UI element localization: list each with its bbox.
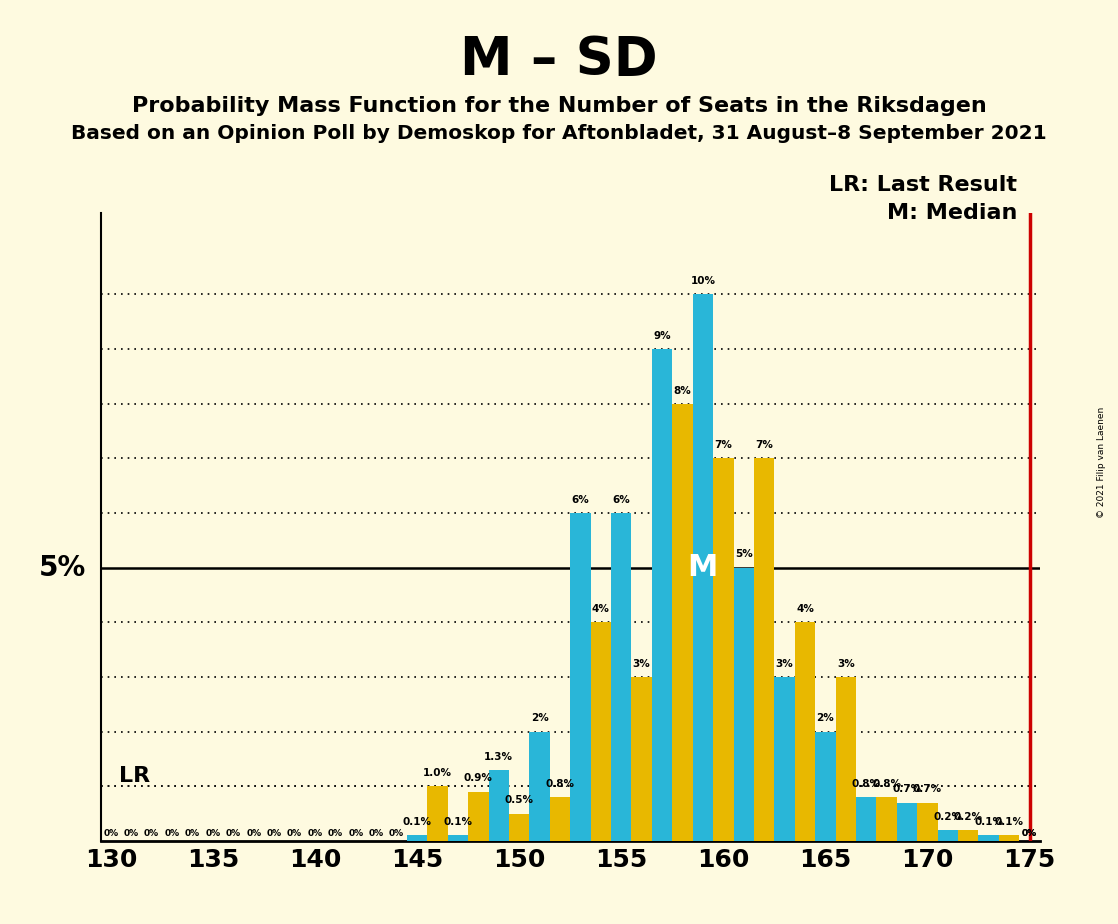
Text: LR: Last Result: LR: Last Result — [830, 175, 1017, 195]
Text: 0.1%: 0.1% — [974, 817, 1003, 827]
Text: 0%: 0% — [184, 829, 200, 838]
Text: 0%: 0% — [206, 829, 220, 838]
Text: 0%: 0% — [389, 829, 405, 838]
Bar — [468, 792, 489, 841]
Bar — [877, 797, 897, 841]
Text: 0%: 0% — [1022, 829, 1038, 838]
Text: 0%: 0% — [124, 829, 139, 838]
Text: 0.2%: 0.2% — [934, 811, 963, 821]
Text: 6%: 6% — [613, 495, 631, 505]
Text: 0.7%: 0.7% — [892, 784, 921, 795]
Bar — [693, 295, 713, 841]
Text: 0%: 0% — [348, 829, 363, 838]
Text: 0%: 0% — [1022, 829, 1038, 838]
Bar — [550, 797, 570, 841]
Bar — [795, 622, 815, 841]
Text: © 2021 Filip van Laenen: © 2021 Filip van Laenen — [1097, 407, 1106, 517]
Bar — [612, 513, 632, 841]
Text: 5%: 5% — [39, 553, 86, 581]
Bar — [775, 677, 795, 841]
Text: 0.8%: 0.8% — [852, 779, 881, 789]
Text: 0%: 0% — [226, 829, 240, 838]
Text: 1.0%: 1.0% — [423, 768, 452, 778]
Bar — [917, 803, 938, 841]
Text: 0%: 0% — [103, 829, 119, 838]
Bar — [672, 404, 693, 841]
Bar — [856, 797, 877, 841]
Bar — [998, 835, 1020, 841]
Text: 0%: 0% — [307, 829, 323, 838]
Text: Probability Mass Function for the Number of Seats in the Riksdagen: Probability Mass Function for the Number… — [132, 96, 986, 116]
Text: 0%: 0% — [164, 829, 180, 838]
Text: 7%: 7% — [755, 440, 773, 450]
Bar — [958, 830, 978, 841]
Text: 0.5%: 0.5% — [504, 796, 533, 806]
Text: 0.1%: 0.1% — [444, 817, 473, 827]
Text: 0.2%: 0.2% — [954, 811, 983, 821]
Text: 5%: 5% — [735, 550, 752, 559]
Bar — [590, 622, 612, 841]
Text: 0.8%: 0.8% — [546, 779, 575, 789]
Text: 0%: 0% — [328, 829, 343, 838]
Bar — [570, 513, 590, 841]
Text: 2%: 2% — [531, 713, 549, 723]
Bar — [489, 770, 509, 841]
Bar — [713, 458, 733, 841]
Text: 3%: 3% — [776, 659, 794, 669]
Text: 0%: 0% — [144, 829, 159, 838]
Bar — [897, 803, 917, 841]
Text: 0%: 0% — [369, 829, 383, 838]
Bar — [407, 835, 427, 841]
Text: Based on an Opinion Poll by Demoskop for Aftonbladet, 31 August–8 September 2021: Based on an Opinion Poll by Demoskop for… — [72, 125, 1046, 143]
Bar — [815, 732, 835, 841]
Text: M – SD: M – SD — [461, 34, 657, 86]
Text: 0%: 0% — [266, 829, 282, 838]
Text: M: Median: M: Median — [887, 202, 1017, 223]
Text: 6%: 6% — [571, 495, 589, 505]
Bar — [632, 677, 652, 841]
Text: 10%: 10% — [691, 276, 716, 286]
Text: 8%: 8% — [673, 385, 691, 395]
Text: 0.1%: 0.1% — [995, 817, 1024, 827]
Text: 0.1%: 0.1% — [402, 817, 432, 827]
Text: 0.9%: 0.9% — [464, 773, 493, 784]
Bar — [652, 349, 672, 841]
Bar — [509, 813, 529, 841]
Bar — [447, 835, 468, 841]
Bar — [835, 677, 856, 841]
Text: 4%: 4% — [591, 604, 609, 614]
Bar — [754, 458, 775, 841]
Text: LR: LR — [120, 766, 151, 786]
Text: 0.7%: 0.7% — [913, 784, 942, 795]
Bar — [529, 732, 550, 841]
Bar — [978, 835, 998, 841]
Bar — [733, 567, 754, 841]
Text: 4%: 4% — [796, 604, 814, 614]
Bar — [938, 830, 958, 841]
Text: 0%: 0% — [287, 829, 302, 838]
Bar — [427, 786, 447, 841]
Text: 0%: 0% — [246, 829, 262, 838]
Text: 3%: 3% — [837, 659, 854, 669]
Text: 9%: 9% — [653, 331, 671, 341]
Text: 1.3%: 1.3% — [484, 751, 513, 761]
Text: 2%: 2% — [816, 713, 834, 723]
Text: 7%: 7% — [714, 440, 732, 450]
Text: M: M — [688, 553, 718, 582]
Text: 3%: 3% — [633, 659, 651, 669]
Text: 0.8%: 0.8% — [872, 779, 901, 789]
